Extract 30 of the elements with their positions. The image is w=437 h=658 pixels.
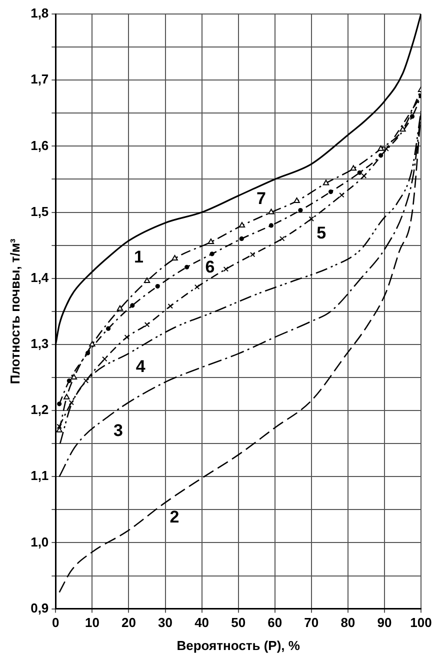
y-tick-label: 0,9 bbox=[30, 600, 49, 616]
series-label: 6 bbox=[205, 258, 215, 277]
x-tick-label: 80 bbox=[340, 615, 356, 630]
series-label: 1 bbox=[134, 247, 144, 266]
series-label: 5 bbox=[316, 224, 326, 243]
y-tick-label: 1,8 bbox=[30, 6, 49, 21]
y-tick-label: 1,6 bbox=[30, 138, 49, 153]
y-tick-label: 1,3 bbox=[30, 336, 49, 352]
x-tick-label: 70 bbox=[304, 615, 319, 630]
series-label: 7 bbox=[256, 188, 266, 208]
y-tick-label: 1,0 bbox=[30, 534, 49, 550]
y-tick-label: 1,5 bbox=[30, 204, 49, 219]
x-tick-label: 100 bbox=[410, 615, 432, 630]
y-tick-label: 1,4 bbox=[30, 270, 50, 285]
x-tick-label: 90 bbox=[377, 615, 392, 630]
series-label: 4 bbox=[136, 357, 146, 376]
x-tick-label: 40 bbox=[194, 615, 210, 630]
series-label: 3 bbox=[114, 421, 124, 440]
x-axis-title: Вероятность (Р), % bbox=[176, 638, 300, 653]
x-tick-label: 30 bbox=[158, 615, 173, 630]
y-tick-label: 1,7 bbox=[30, 72, 49, 87]
series-label: 2 bbox=[170, 508, 180, 527]
y-tick-label: 1,1 bbox=[30, 468, 49, 484]
x-tick-label: 10 bbox=[84, 615, 100, 630]
x-tick-label: 50 bbox=[231, 615, 246, 630]
x-tick-label: 60 bbox=[268, 615, 282, 630]
x-tick-label: 0 bbox=[52, 615, 60, 630]
y-tick-label: 1,2 bbox=[30, 402, 49, 418]
x-tick-label: 20 bbox=[122, 615, 136, 630]
y-axis-title: Плотность почвы, т/м³ bbox=[7, 238, 22, 384]
